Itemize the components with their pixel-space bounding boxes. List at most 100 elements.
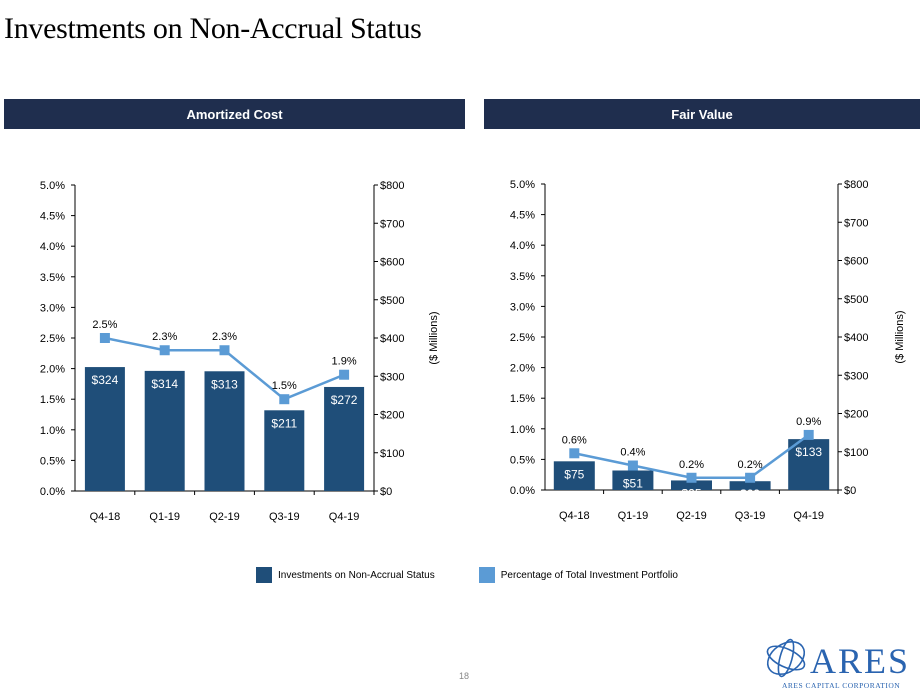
amortized-cost-bar-value-label: $313 [211, 377, 238, 391]
fair-value-percent-marker [686, 472, 697, 483]
amortized-cost-bar-value-label: $211 [271, 416, 297, 430]
amortized-cost-title: Amortized Cost [186, 106, 283, 122]
fair-value-left-tick-label: 4.0% [510, 240, 535, 252]
fair-value-percent-marker [627, 460, 638, 471]
amortized-cost-bar-value-label: $324 [92, 373, 119, 387]
fair-value-left-tick-label: 2.5% [510, 332, 535, 344]
legend-item-line: Percentage of Total Investment Portfolio [478, 567, 678, 583]
amortized-cost-header: Amortized Cost [4, 99, 465, 129]
fair-value-left-tick-label: 0.0% [510, 485, 535, 497]
fair-value-right-tick-label: $200 [844, 409, 868, 421]
fair-value-bar-value-label: $25 [681, 486, 701, 500]
amortized-cost-left-tick-label: 4.5% [40, 211, 65, 223]
amortized-cost-left-tick-label: 2.5% [40, 333, 65, 345]
amortized-cost-right-tick-label: $200 [380, 410, 404, 422]
amortized-cost-left-tick-label: 1.0% [40, 425, 65, 437]
amortized-cost-bar [84, 367, 125, 491]
fair-value-percent-label: 0.9% [796, 416, 821, 428]
amortized-cost-percent-marker [159, 345, 170, 356]
fair-value-right-tick-label: $300 [844, 370, 868, 382]
amortized-cost-left-tick-label: 3.0% [40, 302, 65, 314]
fair-value-right-tick-label: $100 [844, 447, 868, 459]
amortized-cost-left-tick-label: 1.5% [40, 394, 65, 406]
fair-value-percent-label: 0.4% [620, 447, 645, 459]
fair-value-left-tick-label: 5.0% [510, 179, 535, 191]
fair-value-right-tick-label: $700 [844, 217, 868, 229]
legend-label-bars: Investments on Non-Accrual Status [278, 569, 435, 581]
fair-value-left-tick-label: 2.0% [510, 363, 535, 375]
fair-value-category-label: Q4-19 [793, 510, 824, 522]
fair-value-bar-value-label: $75 [564, 467, 584, 481]
fair-value-percent-line [574, 433, 810, 480]
fair-value-category-label: Q3-19 [735, 510, 766, 522]
fair-value-percent-label: 0.2% [679, 459, 704, 471]
fair-value-bar [729, 481, 771, 490]
amortized-cost-left-tick-label: 0.0% [40, 486, 65, 498]
fair-value-bar [671, 480, 712, 490]
ares-logo: ARES ARES CAPITAL CORPORATION [760, 634, 910, 692]
fair-value-percent-marker [745, 472, 756, 483]
fair-value-title: Fair Value [671, 106, 733, 122]
amortized-cost-percent-marker [279, 394, 290, 405]
globe-icon [766, 638, 806, 678]
fair-value-percent-label: 0.6% [562, 434, 587, 446]
fair-value-right-tick-label: $0 [844, 485, 856, 497]
amortized-cost-bar-value-label: $272 [331, 393, 358, 407]
amortized-cost-bar [264, 410, 305, 491]
fair-value-right-tick-label: $500 [844, 294, 868, 306]
amortized-cost-right-tick-label: $300 [380, 371, 404, 383]
legend: Investments on Non-Accrual Status Percen… [256, 567, 722, 583]
fair-value-bar-value-label: $51 [623, 476, 643, 490]
legend-swatch-line [478, 567, 495, 583]
fair-value-header: Fair Value [484, 99, 920, 129]
page-title: Investments on Non-Accrual Status [4, 12, 422, 45]
fair-value-left-tick-label: 4.5% [510, 210, 535, 222]
amortized-cost-bar-value-label: $314 [151, 377, 178, 391]
amortized-cost-right-tick-label: $700 [380, 218, 404, 230]
page-number: 18 [458, 671, 469, 681]
amortized-cost-right-axis-title: ($ Millions) [428, 311, 440, 364]
fair-value-percent-label: 0.2% [738, 459, 763, 471]
amortized-cost-right-tick-label: $800 [380, 180, 404, 192]
fair-value-bar-value-label: $133 [795, 445, 822, 459]
amortized-cost-percent-marker [339, 369, 350, 380]
amortized-cost-percent-label: 2.3% [212, 331, 237, 343]
amortized-cost-right-tick-label: $600 [380, 257, 404, 269]
amortized-cost-left-tick-label: 0.5% [40, 455, 65, 467]
logo-subtitle: ARES CAPITAL CORPORATION [782, 681, 901, 690]
amortized-cost-left-tick-label: 2.0% [40, 364, 65, 376]
amortized-cost-percent-label: 2.5% [92, 319, 117, 331]
fair-value-category-label: Q2-19 [676, 510, 707, 522]
fair-value-left-tick-label: 0.5% [510, 454, 535, 466]
fair-value-bar [553, 461, 595, 490]
amortized-cost-right-tick-label: $500 [380, 295, 404, 307]
amortized-cost-percent-marker [99, 333, 110, 343]
legend-item-bars: Investments on Non-Accrual Status [256, 567, 435, 583]
fair-value-percent-marker [803, 429, 814, 440]
amortized-cost-bar [324, 386, 365, 491]
amortized-cost-percent-marker [219, 345, 230, 356]
amortized-cost-left-tick-label: 3.5% [40, 272, 65, 284]
fair-value-right-tick-label: $600 [844, 256, 868, 268]
amortized-cost-percent-label: 1.5% [272, 380, 297, 392]
amortized-cost-category-label: Q4-18 [90, 511, 121, 523]
fair-value-percent-marker [569, 448, 580, 459]
amortized-cost-category-label: Q4-19 [329, 511, 360, 523]
amortized-cost-bar [144, 370, 185, 491]
fair-value-left-tick-label: 1.0% [510, 424, 535, 436]
amortized-cost-bar [204, 371, 245, 491]
amortized-cost-percent-label: 1.9% [332, 356, 357, 368]
amortized-cost-category-label: Q2-19 [209, 511, 240, 523]
fair-value-category-label: Q4-18 [559, 510, 590, 522]
legend-label-line: Percentage of Total Investment Portfolio [500, 569, 678, 581]
fair-value-left-tick-label: 3.0% [510, 301, 535, 313]
fair-value-right-axis-title: ($ Millions) [894, 310, 906, 363]
amortized-cost-percent-label: 2.3% [152, 331, 177, 343]
amortized-cost-right-tick-label: $0 [380, 486, 392, 498]
amortized-cost-left-tick-label: 5.0% [40, 180, 65, 192]
fair-value-left-tick-label: 3.5% [510, 271, 535, 283]
amortized-cost-category-label: Q3-19 [269, 511, 300, 523]
fair-value-bar-value-label: $23 [740, 487, 760, 501]
fair-value-right-tick-label: $400 [844, 332, 868, 344]
fair-value-bar [612, 470, 654, 490]
